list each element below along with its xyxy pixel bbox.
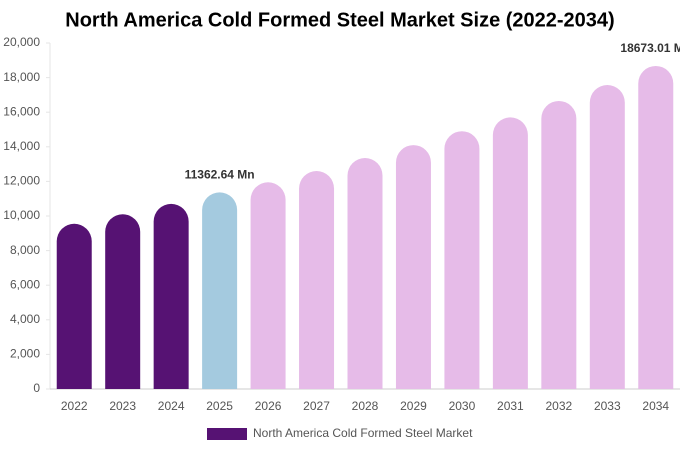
x-tick-label: 2027 [303, 399, 330, 413]
y-tick-label: 10,000 [3, 208, 40, 222]
y-tick-label: 18,000 [3, 70, 40, 84]
x-tick-label: 2033 [594, 399, 621, 413]
y-tick-label: 2,000 [10, 347, 40, 361]
bar [589, 85, 625, 389]
y-tick-label: 0 [33, 381, 40, 395]
x-tick-label: 2034 [642, 399, 669, 413]
x-tick-label: 2024 [158, 399, 185, 413]
y-tick-label: 12,000 [3, 174, 40, 188]
y-tick-label: 16,000 [3, 104, 40, 118]
y-tick-label: 8,000 [10, 243, 40, 257]
x-tick-label: 2029 [400, 399, 427, 413]
x-tick-label: 2025 [206, 399, 233, 413]
y-tick-label: 4,000 [10, 312, 40, 326]
x-tick-label: 2031 [497, 399, 524, 413]
data-label: 11362.64 Mn [185, 168, 255, 182]
bar [395, 145, 431, 389]
data-label: 18673.01 Mn [620, 41, 680, 55]
bar [347, 158, 383, 389]
x-tick-label: 2028 [352, 399, 379, 413]
x-tick-label: 2026 [255, 399, 282, 413]
legend-label: North America Cold Formed Steel Market [253, 426, 473, 440]
legend-swatch [207, 428, 247, 440]
bar [492, 117, 528, 390]
bar [56, 223, 92, 389]
bar [250, 182, 286, 389]
y-tick-label: 14,000 [3, 139, 40, 153]
bar [299, 171, 335, 389]
bar [202, 192, 238, 389]
bar [153, 203, 189, 389]
y-tick-label: 20,000 [3, 35, 40, 49]
y-tick-label: 6,000 [10, 277, 40, 291]
bar [444, 131, 480, 390]
chart-title: North America Cold Formed Steel Market S… [65, 9, 614, 31]
bar [541, 100, 577, 389]
x-tick-label: 2022 [61, 399, 88, 413]
bar [638, 65, 674, 390]
bar [105, 214, 141, 389]
x-tick-label: 2030 [449, 399, 476, 413]
x-tick-label: 2032 [545, 399, 572, 413]
x-tick-label: 2023 [109, 399, 136, 413]
